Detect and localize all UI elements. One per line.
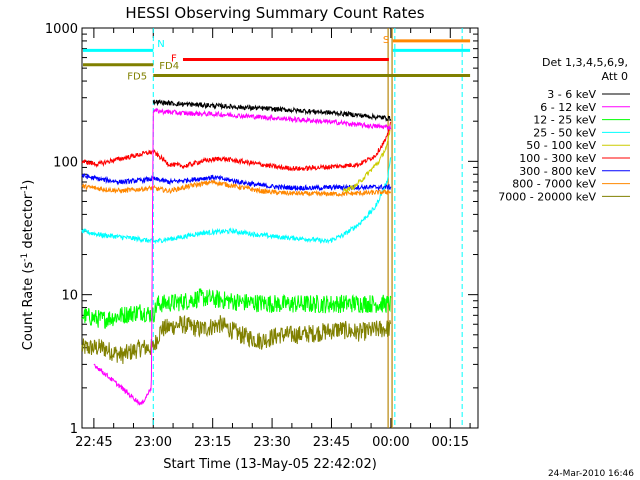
plot-area: 1 10 100 1000 22:45 23:00 23:15 23:30 23:45 00:00… <box>45 22 479 450</box>
legend-label-2: 6 - 12 keV <box>540 101 596 114</box>
x-tick-label: 00:00 <box>372 435 409 450</box>
x-tick-label: 23:15 <box>194 435 231 450</box>
x-tick-label: 23:30 <box>253 435 290 450</box>
legend-label-3: 12 - 25 keV <box>533 114 596 127</box>
x-axis-label: Start Time (13-May-05 22:42:02) <box>163 457 377 472</box>
x-tick-label: 23:45 <box>313 435 350 450</box>
x-tick-label: 23:00 <box>135 435 172 450</box>
plot-frame <box>81 27 479 429</box>
series-line-9 <box>81 314 392 365</box>
y-tick-label: 100 <box>53 155 78 170</box>
y-axis-label-sup2: -1 <box>20 185 30 194</box>
legend-label-9: 7000 - 20000 keV <box>498 190 596 203</box>
y-axis-label-sup1: -1 <box>20 253 30 262</box>
y-axis-label: Count Rate (s-1 detector-1) <box>20 180 36 351</box>
series-line-3 <box>81 288 392 329</box>
x-tick-label: 00:15 <box>432 435 469 450</box>
series-line-5 <box>342 129 391 193</box>
legend-label-7: 300 - 800 keV <box>519 165 596 178</box>
series-line-7 <box>81 173 392 192</box>
legend-label-4: 25 - 50 keV <box>533 126 596 139</box>
legend-label-8: 800 - 7000 keV <box>512 178 596 191</box>
y-axis-label-end: ) <box>21 180 36 185</box>
y-tick-label: 10 <box>61 289 78 304</box>
timestamp: 24-Mar-2010 16:46 <box>548 469 634 479</box>
flag-label-n: N <box>157 39 164 50</box>
series-line-2 <box>93 107 392 406</box>
flag-label-fd5: FD5 <box>127 72 147 83</box>
series-line-1 <box>152 98 392 122</box>
flag-label-s: S <box>383 35 389 46</box>
series-line-6 <box>81 121 392 172</box>
x-tick-label: 22:45 <box>75 435 112 450</box>
flag-label-fd4: FD4 <box>159 61 179 72</box>
series-line-4 <box>81 157 392 245</box>
legend-label-1: 3 - 6 keV <box>547 88 596 101</box>
series-line-8 <box>81 178 392 198</box>
legend-label-5: 50 - 100 keV <box>526 139 596 152</box>
y-tick-label: 1 <box>70 422 78 437</box>
legend-header-line2: Att 0 <box>602 70 628 83</box>
legend-label-6: 100 - 300 keV <box>519 152 596 165</box>
y-axis-label-main: Count Rate (s <box>21 262 36 351</box>
y-axis-label-mid: detector <box>21 193 36 253</box>
flag-label-f: F <box>171 54 177 65</box>
chart-title: HESSI Observing Summary Count Rates <box>125 4 424 22</box>
legend-header-line1: Det 1,3,4,5,6,9, <box>542 56 628 69</box>
y-tick-label: 1000 <box>45 22 78 37</box>
